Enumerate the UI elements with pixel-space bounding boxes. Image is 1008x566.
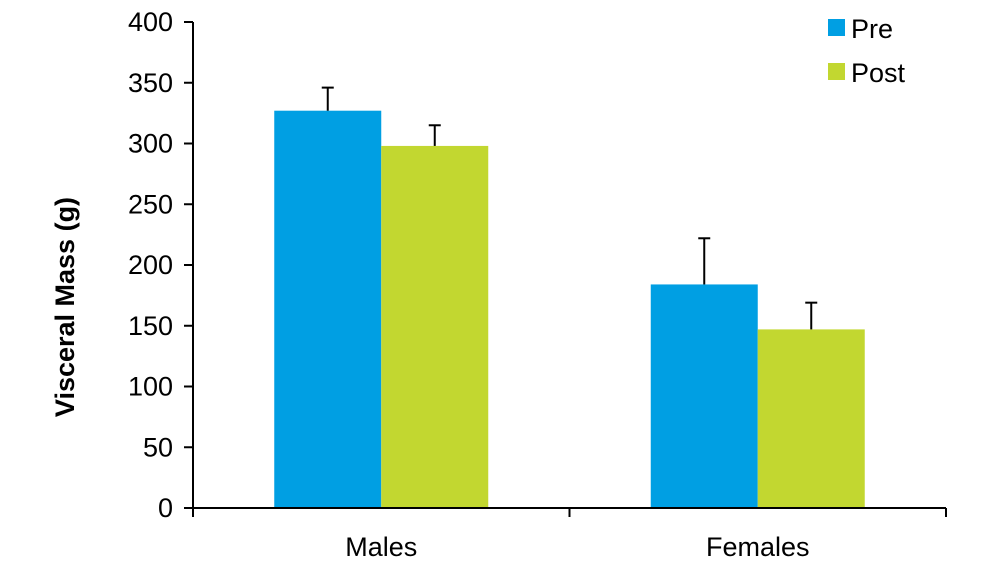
legend-swatch-post — [828, 63, 845, 80]
y-tick-label: 200 — [128, 250, 173, 280]
y-tick-label: 100 — [128, 372, 173, 402]
y-tick-label: 150 — [128, 311, 173, 341]
y-tick-label: 300 — [128, 129, 173, 159]
legend-label-post: Post — [851, 58, 906, 88]
y-axis-ticks: 0 50 100 150 200 250 300 350 400 — [128, 7, 193, 523]
legend: Pre Post — [828, 14, 906, 88]
legend-label-pre: Pre — [851, 14, 893, 44]
error-bars — [321, 86, 818, 330]
bar-post-males — [381, 145, 489, 508]
y-axis-title: Visceral Mass (g) — [50, 197, 80, 417]
bars — [274, 110, 865, 508]
y-tick-label: 50 — [143, 432, 173, 462]
x-category-label: Females — [706, 532, 810, 562]
x-axis-ticks: Males Females — [192, 508, 947, 562]
x-category-label: Males — [345, 532, 417, 562]
bar-post-females — [757, 329, 865, 508]
y-tick-label: 350 — [128, 68, 173, 98]
y-tick-label: 0 — [158, 493, 173, 523]
legend-swatch-pre — [828, 19, 845, 36]
y-tick-label: 400 — [128, 7, 173, 37]
bar-pre-males — [274, 110, 382, 508]
bar-pre-females — [650, 284, 758, 508]
y-tick-label: 250 — [128, 189, 173, 219]
